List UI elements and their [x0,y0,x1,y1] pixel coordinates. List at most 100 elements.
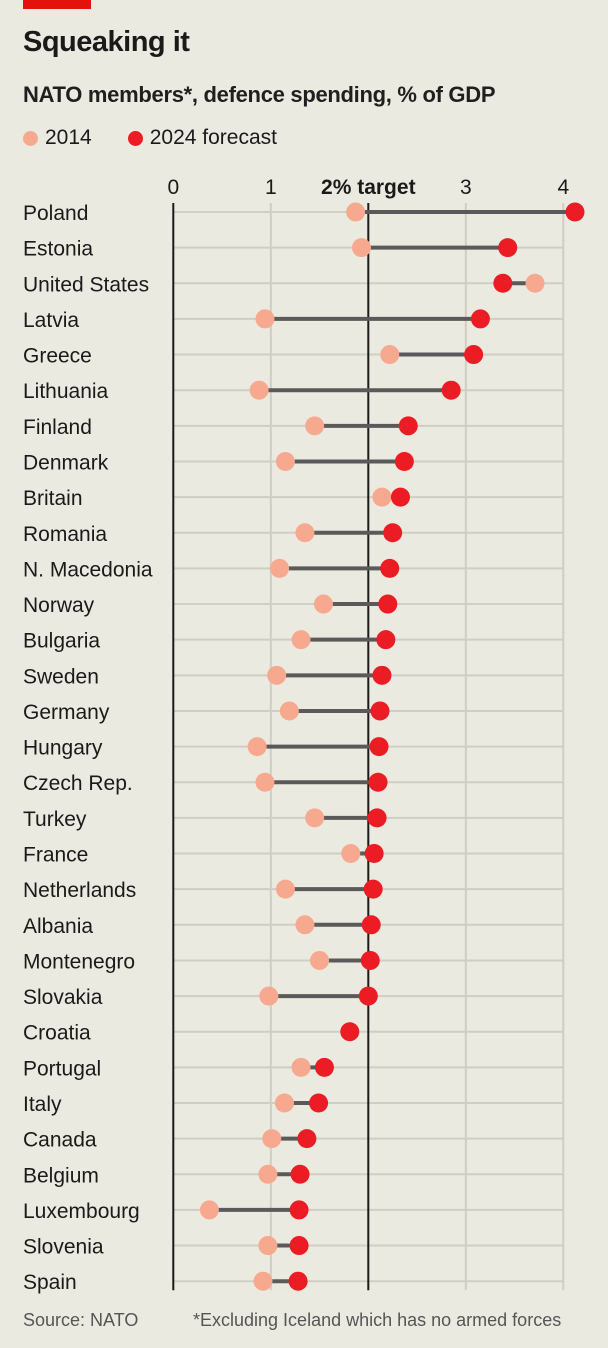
category-label: Netherlands [23,879,136,902]
dot-2024 [370,701,390,721]
accent-bar [23,0,91,9]
legend-label-2014: 2014 [45,126,92,149]
legend-dot-2014-icon [23,130,38,146]
dot-2014 [274,1093,294,1113]
chart-title: Squeaking it [23,26,190,58]
dot-2014 [275,451,295,471]
dot-2024 [363,879,383,899]
category-label: Croatia [23,1022,91,1045]
dot-2024 [288,1271,308,1291]
category-label: Montenegro [23,950,135,973]
dot-2014 [258,1236,278,1256]
dot-2024 [368,772,388,792]
dot-2014 [525,273,545,293]
category-label: N. Macedonia [23,558,153,581]
label-layer: 0 1 2% target 3 4 Poland Estonia United States L… [23,176,569,1294]
dot-2014 [295,523,315,543]
dot-2014 [291,1057,311,1077]
category-label: Slovenia [23,1236,104,1259]
dot-2024 [372,665,392,685]
category-label: Estonia [23,238,93,261]
dot-2024 [358,986,378,1006]
dot-2014 [341,844,361,864]
dot-2024 [297,1129,317,1149]
source-note: Source: NATO [23,1310,139,1330]
dot-2014 [262,1129,282,1149]
dot-2014 [313,594,333,614]
category-label: Poland [23,202,88,225]
dot-2014 [380,345,400,365]
dot-2024 [398,416,418,436]
dot-2024 [380,558,400,578]
dot-2024 [441,380,461,400]
dot-2014 [258,1164,278,1184]
dot-2024 [498,238,518,258]
dot-2024 [289,1200,309,1220]
category-label: Denmark [23,451,109,474]
category-label: Albania [23,915,93,938]
legend-dot-2024-icon [127,130,143,146]
dumbbell-chart: 0 1 2% target 3 4 Poland Estonia United States L… [23,176,585,1294]
dot-2014 [275,879,295,899]
footnote: *Excluding Iceland which has no armed fo… [193,1310,562,1330]
dot-2024 [394,451,414,471]
dot-2024 [364,844,384,864]
category-label: Lithuania [23,380,109,403]
category-label: Britain [23,487,83,510]
category-label: Norway [23,594,95,617]
dot-2014 [199,1200,219,1220]
dot-2024 [470,309,490,329]
dot-2014 [305,416,325,436]
dot-2024 [383,523,403,543]
dot-2024 [390,487,410,507]
legend-label-2024: 2024 forecast [149,126,277,149]
category-label: France [23,844,88,867]
category-label: Canada [23,1129,97,1152]
chart-subtitle: NATO members*, defence spending, % of GD… [23,82,496,107]
category-label: Slovakia [23,986,103,1009]
category-label: Belgium [23,1164,99,1187]
target-tick-label: 2% target [321,176,416,199]
dot-2014 [346,202,366,222]
category-label: Italy [23,1093,62,1116]
dot-2024 [464,345,484,365]
dot-2024 [369,737,389,757]
category-label: Luxembourg [23,1200,140,1223]
dot-2024 [565,202,585,222]
category-label: Romania [23,523,107,546]
category-label: Portugal [23,1057,101,1080]
category-label: Sweden [23,665,99,688]
category-label: Finland [23,416,92,439]
dot-2014 [253,1271,273,1291]
dot-2014 [372,487,392,507]
dot-2024 [309,1093,329,1113]
category-label: Turkey [23,808,87,831]
dot-2024 [340,1022,360,1042]
dot-2024 [360,950,380,970]
category-label: Hungary [23,737,103,760]
dot-2014 [351,238,371,258]
category-label: Spain [23,1271,77,1294]
dot-2024 [361,915,381,935]
dot-2014 [259,986,279,1006]
legend-item-2014: 2014 [23,126,92,150]
dot-2024 [314,1057,334,1077]
dot-2014 [279,701,299,721]
legend: 2014 2024 forecast [23,126,313,150]
dot-2014 [267,665,287,685]
dot-2014 [291,630,311,650]
category-label: Latvia [23,309,79,332]
dot-2014 [249,380,269,400]
category-label: Germany [23,701,110,724]
dot-2014 [247,737,267,757]
x-tick-label: 0 [167,176,179,199]
dot-2024 [367,808,387,828]
dot-2014 [270,558,290,578]
category-label: United States [23,273,149,296]
x-tick-label: 4 [557,176,569,199]
legend-item-2024: 2024 forecast [127,126,277,150]
dot-2024 [376,630,396,650]
dot-2014 [305,808,325,828]
dot-2014 [295,915,315,935]
dot-2024 [378,594,398,614]
